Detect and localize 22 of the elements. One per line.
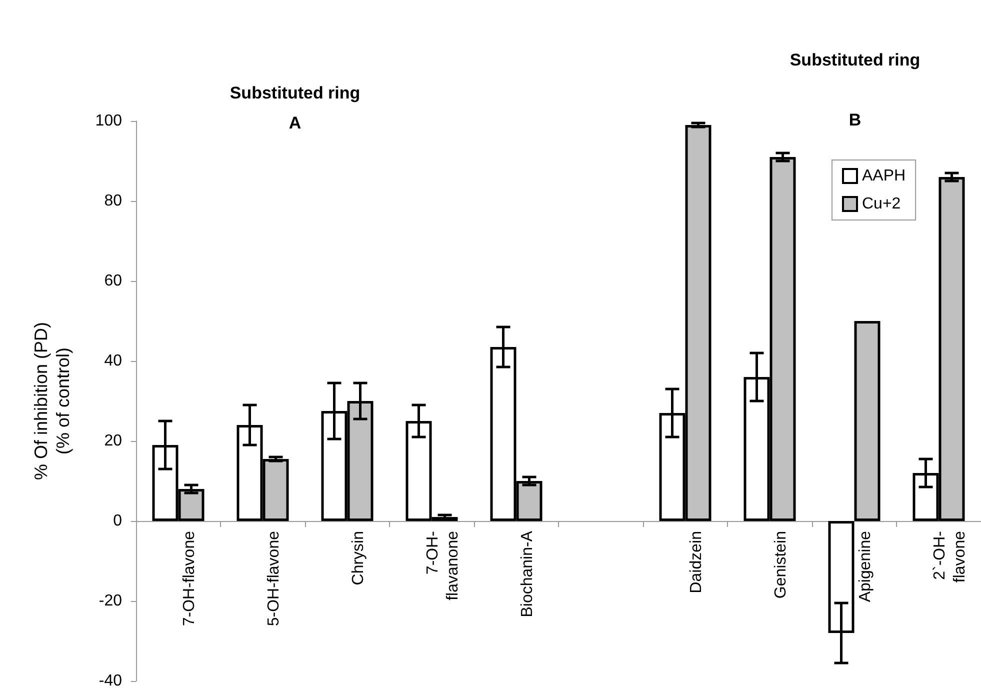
- y-tick-label: 20: [104, 432, 122, 450]
- y-axis-title: % Of inhibition (PD) (% of control): [31, 322, 73, 480]
- legend-label: AAPH: [862, 168, 906, 184]
- x-tick-label: Apigenine: [856, 530, 874, 602]
- y-tick-label: 80: [104, 192, 122, 210]
- x-tick-label: 5-OH-flavone: [265, 530, 282, 626]
- x-tick-label: 7-OH-flavone: [180, 530, 198, 626]
- y-tick-label: -40: [98, 672, 122, 690]
- x-tick-label: Daidzein: [688, 531, 705, 594]
- y-tick-label: -20: [98, 592, 122, 610]
- annotation: Substituted ring A: [230, 84, 360, 132]
- y-tick-label: 60: [104, 272, 122, 290]
- x-tick-label: Chrysin: [350, 531, 367, 586]
- legend-label: Cu+2: [862, 196, 901, 212]
- text: Substituted ring B: [790, 50, 920, 130]
- x-tick-label: 2`-OH- flavone: [931, 530, 968, 583]
- x-tick-label: 7-OH- flavanone: [424, 530, 462, 600]
- y-tick-label: 100: [95, 112, 122, 130]
- y-tick-label: 0: [113, 512, 122, 530]
- y-tick-label: 40: [104, 352, 122, 370]
- x-tick-label: Genistein: [772, 531, 790, 599]
- x-tick-label: Biochanin-A: [518, 530, 536, 618]
